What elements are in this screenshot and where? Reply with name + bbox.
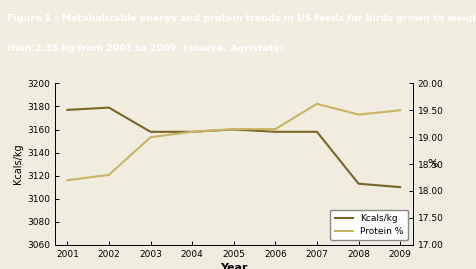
Legend: Kcals/kg, Protein %: Kcals/kg, Protein % [330, 210, 407, 240]
Text: than 2.35 kg from 2001 to 2009. (source: Agristats): than 2.35 kg from 2001 to 2009. (source:… [7, 44, 283, 53]
Y-axis label: Kcals/kg: Kcals/kg [13, 144, 23, 185]
Text: Figure 1 - Metabolizable energy and protein trends in US feeds for birds grown t: Figure 1 - Metabolizable energy and prot… [7, 13, 476, 23]
Text: %: % [426, 159, 436, 169]
X-axis label: Year: Year [219, 263, 247, 269]
